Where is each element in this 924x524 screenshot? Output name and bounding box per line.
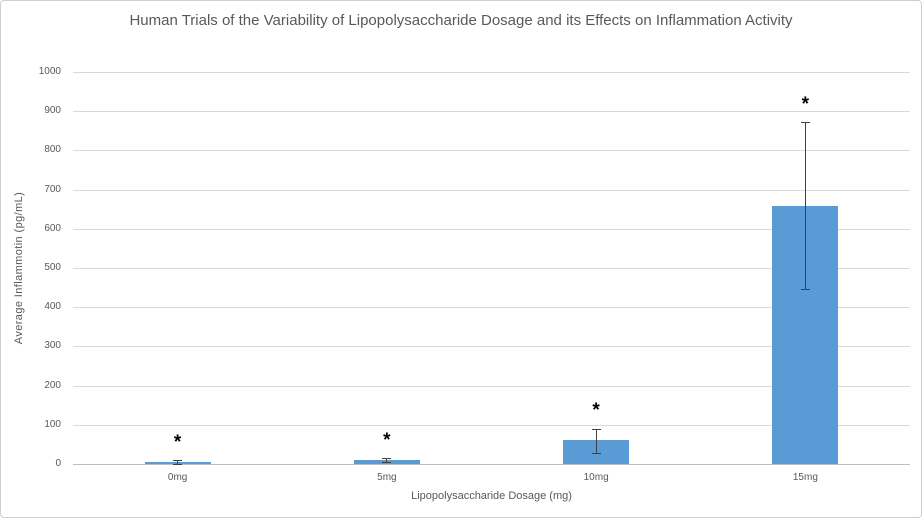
x-axis-label: 0mg [167, 472, 188, 483]
y-tick-label: 300 [44, 340, 61, 352]
x-axis-label: 5mg [377, 472, 397, 483]
significance-marker: * [383, 429, 391, 451]
error-bar [595, 429, 597, 454]
x-axis-label: 10mg [583, 472, 609, 483]
x-axis-label: 15mg [792, 472, 818, 483]
y-tick-label: 900 [44, 105, 61, 117]
chart-title: Human Trials of the Variability of Lipop… [1, 10, 921, 32]
error-bar [177, 460, 179, 464]
x-axis-title: Lipopolysaccharide Dosage (mg) [411, 490, 572, 502]
gridline [73, 464, 910, 465]
y-tick-label: 1000 [38, 66, 61, 77]
y-tick-label: 500 [44, 262, 61, 273]
error-bar [804, 122, 806, 290]
gridline [73, 424, 910, 426]
error-bar-cap [591, 452, 601, 454]
error-bar-cap [173, 463, 183, 465]
y-tick-label: 700 [44, 183, 61, 195]
gridline [73, 385, 910, 387]
gridline [73, 228, 910, 230]
y-tick-label: 800 [44, 144, 61, 156]
significance-marker: * [592, 400, 600, 422]
y-tick-label: 400 [44, 301, 61, 313]
significance-marker: * [801, 93, 810, 115]
gridline [73, 111, 910, 113]
y-tick-label: 100 [44, 418, 61, 430]
error-bar-cap [800, 122, 810, 124]
error-bar [386, 458, 388, 463]
y-tick-label: 0 [55, 458, 61, 469]
gridline [73, 72, 910, 73]
gridline [73, 268, 910, 269]
error-bar-cap [382, 458, 392, 460]
y-tick-label: 200 [44, 379, 61, 391]
error-bar-cap [173, 460, 183, 462]
gridline [73, 307, 910, 309]
significance-marker: * [173, 431, 182, 453]
error-bar-cap [382, 461, 392, 463]
y-tick-label: 600 [44, 222, 61, 234]
chart-title-text: Human Trials of the Variability of Lipop… [129, 12, 793, 29]
error-bar-cap [800, 289, 810, 291]
gridline [73, 189, 910, 191]
gridline [73, 150, 910, 152]
error-bar-cap [591, 428, 601, 430]
gridline [73, 346, 910, 348]
